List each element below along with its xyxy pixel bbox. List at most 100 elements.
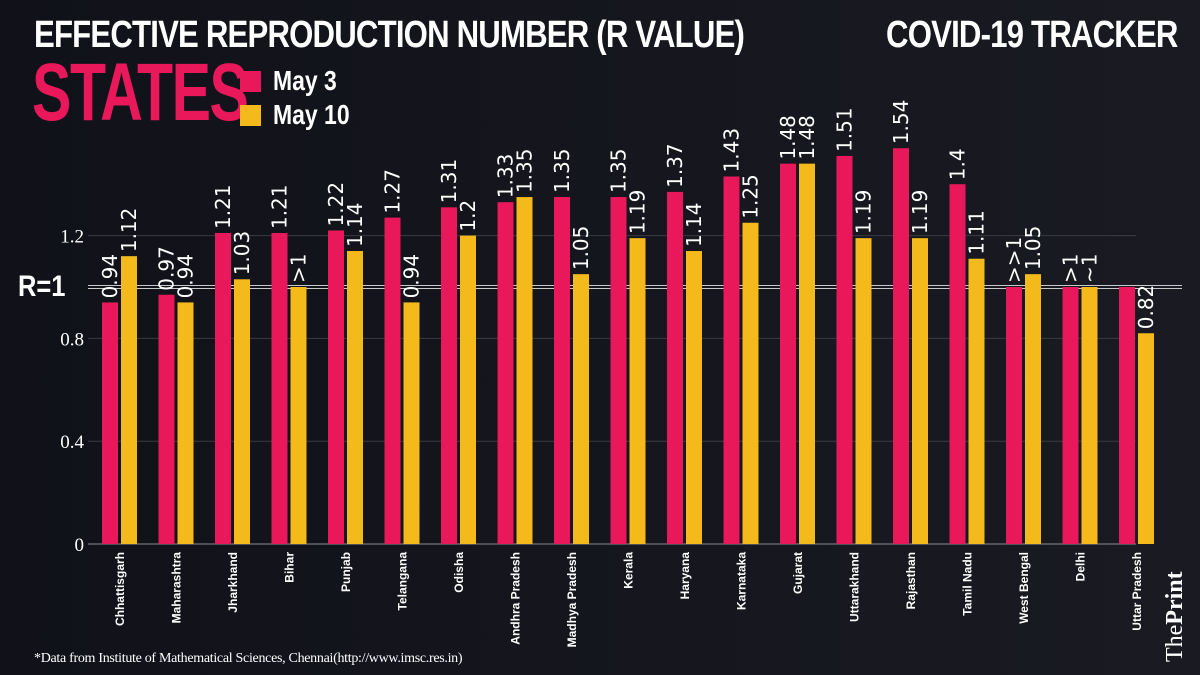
data-label-may3: 1.21 [211, 184, 235, 229]
data-label-may3: 1.35 [607, 149, 631, 194]
bar-may3 [949, 184, 966, 544]
bar-may10 [347, 251, 363, 544]
legend: May 3 May 10 [240, 64, 366, 132]
bar-may10 [121, 256, 137, 544]
data-label-may10: 1.19 [908, 190, 932, 235]
x-tick-label: Chhattisgarh [113, 552, 127, 626]
tracker-label: COVID-19 TRACKER [886, 14, 1178, 56]
bar-may3 [271, 233, 288, 544]
x-tick-label: Andhra Pradesh [509, 552, 523, 645]
data-label-may3: 1.31 [437, 159, 461, 204]
reference-line-label: R=1 [18, 270, 66, 303]
bar-may10 [177, 302, 194, 544]
data-label-may3: 1.4 [946, 148, 970, 180]
bar-may10 [629, 238, 646, 545]
y-tick-label: 0.8 [60, 329, 84, 350]
bar-may10 [460, 235, 476, 544]
bar-may3 [723, 176, 740, 545]
bar-may10 [516, 197, 533, 545]
bar-may3 [780, 163, 796, 544]
bar-may3 [215, 233, 231, 544]
legend-item-may3: May 3 [240, 64, 366, 98]
bar-may3 [554, 197, 570, 545]
data-label-may10: 1.05 [569, 226, 593, 271]
data-label-may10: 0.82 [1134, 285, 1158, 330]
brand-prefix: The [1162, 624, 1188, 662]
data-label-may10: 1.05 [1021, 226, 1045, 271]
data-label-may3: 1.43 [720, 128, 744, 173]
bar-may3 [384, 217, 401, 545]
bar-may3 [836, 155, 853, 544]
data-label-may10: 1.03 [230, 231, 254, 276]
data-label-may3: 1.54 [889, 100, 913, 145]
data-label-may3: >>1 [1002, 237, 1026, 283]
x-tick-label: Jharkhand [226, 552, 240, 613]
bar-may3 [1006, 287, 1022, 544]
legend-item-may10: May 10 [240, 98, 366, 132]
bar-may3 [497, 202, 514, 544]
data-label-may3: >1 [1059, 254, 1083, 283]
data-label-may3: 1.22 [324, 182, 348, 227]
bar-may10 [234, 279, 250, 544]
chart-title: EFFECTIVE REPRODUCTION NUMBER (R VALUE) [34, 14, 745, 56]
bar-may10 [1138, 333, 1154, 544]
data-label-may10: 0.94 [174, 254, 198, 299]
data-label-may10: 1.2 [456, 200, 480, 232]
data-label-may10: 1.19 [852, 190, 876, 235]
chart-subtitle: STATES [32, 47, 249, 138]
bar-may10 [1081, 287, 1098, 544]
x-tick-label: Uttar Pradesh [1130, 552, 1144, 631]
data-label-may3: 0.97 [155, 246, 179, 291]
bar-may10 [968, 258, 985, 544]
data-label-may3: 1.35 [550, 149, 574, 194]
data-label-may10: 1.25 [739, 174, 763, 219]
bar-may3 [610, 197, 627, 545]
data-label-may3: 1.21 [268, 184, 292, 229]
bar-may10 [742, 222, 759, 544]
data-label-may10: 1.35 [513, 149, 537, 194]
bar-may3 [1062, 287, 1079, 544]
bar-may10 [1025, 274, 1041, 544]
data-label-may10: >1 [287, 254, 311, 283]
x-tick-label: Delhi [1074, 552, 1088, 581]
bar-may3 [441, 207, 457, 544]
bar-may3 [667, 191, 683, 544]
footnote: *Data from Institute of Mathematical Sci… [34, 651, 463, 666]
data-label-may10: 1.14 [343, 202, 367, 247]
data-label-may10: 1.19 [626, 190, 650, 235]
bar-may3 [893, 148, 909, 544]
brand-logo: ThePrint [1162, 571, 1189, 662]
legend-swatch-may3 [240, 70, 261, 92]
x-tick-label: Madhya Pradesh [565, 552, 579, 647]
bar-may3 [328, 230, 344, 544]
bar-may10 [855, 238, 872, 545]
bar-may10 [403, 302, 420, 544]
data-label-may10: 1.14 [682, 202, 706, 247]
data-label-may3: 1.33 [494, 154, 518, 199]
bar-may3 [102, 302, 118, 544]
bar-may10 [799, 163, 815, 544]
legend-label-may3: May 3 [273, 65, 337, 96]
x-tick-label: Punjab [339, 552, 353, 592]
x-tick-label: Gujarat [791, 552, 805, 594]
data-label-may10: 1.12 [117, 208, 141, 253]
x-tick-label: Maharashtra [170, 552, 184, 624]
data-label-may3: 1.37 [663, 143, 687, 188]
x-tick-label: Tamil Nadu [961, 552, 975, 616]
data-label-may3: 1.27 [381, 169, 405, 214]
brand-name: Print [1162, 571, 1188, 625]
legend-swatch-may10 [240, 104, 261, 126]
data-label-may10: ~1 [1078, 254, 1102, 283]
data-label-may10: 1.48 [795, 115, 819, 160]
bar-may10 [290, 287, 307, 544]
bar-may3 [158, 294, 175, 544]
x-tick-label: Haryana [678, 552, 692, 600]
data-label-may3: 1.51 [833, 107, 857, 152]
bar-may10 [912, 238, 928, 545]
x-tick-label: West Bengal [1017, 552, 1031, 624]
x-tick-label: Karnataka [735, 552, 749, 610]
legend-label-may10: May 10 [273, 99, 350, 130]
bar-may3 [1119, 287, 1135, 544]
